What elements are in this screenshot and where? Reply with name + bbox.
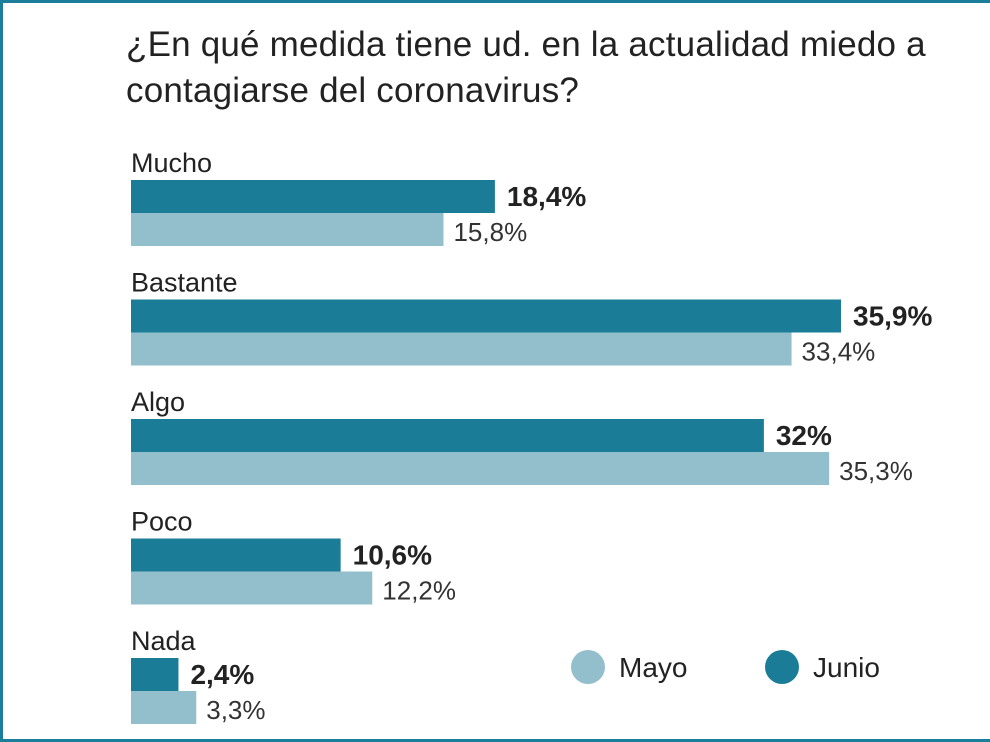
category-label-nada: Nada xyxy=(131,626,197,656)
chart-title: ¿En qué medida tiene ud. en la actualida… xyxy=(126,25,926,110)
value-label-junio-nada: 2,4% xyxy=(190,659,254,690)
bar-junio-algo xyxy=(131,419,764,452)
value-label-junio-algo: 32% xyxy=(776,420,832,451)
category-label-poco: Poco xyxy=(131,507,193,537)
bar-mayo-nada xyxy=(131,691,197,724)
value-label-mayo-mucho: 15,8% xyxy=(453,217,527,247)
bar-mayo-poco xyxy=(131,571,373,605)
value-label-mayo-algo: 35,3% xyxy=(839,456,913,486)
bar-mayo-mucho xyxy=(131,213,444,246)
category-label-algo: Algo xyxy=(131,387,185,417)
bar-junio-mucho xyxy=(131,180,495,213)
category-label-bastante: Bastante xyxy=(131,268,238,298)
value-label-junio-mucho: 18,4% xyxy=(507,181,586,212)
legend-label-junio: Junio xyxy=(813,652,880,683)
bar-mayo-bastante xyxy=(131,332,792,366)
value-label-junio-poco: 10,6% xyxy=(353,540,432,571)
bar-junio-bastante xyxy=(131,299,841,333)
bar-junio-nada xyxy=(131,658,179,691)
bar-junio-poco xyxy=(131,538,341,572)
bar-mayo-algo xyxy=(131,452,830,485)
legend-swatch-mayo xyxy=(571,650,605,684)
value-label-junio-bastante: 35,9% xyxy=(853,301,932,332)
legend-label-mayo: Mayo xyxy=(619,652,687,683)
category-label-mucho: Mucho xyxy=(131,148,212,178)
value-label-mayo-poco: 12,2% xyxy=(382,576,456,606)
value-label-mayo-bastante: 33,4% xyxy=(802,337,876,367)
legend-swatch-junio xyxy=(765,650,799,684)
value-label-mayo-nada: 3,3% xyxy=(206,695,265,725)
